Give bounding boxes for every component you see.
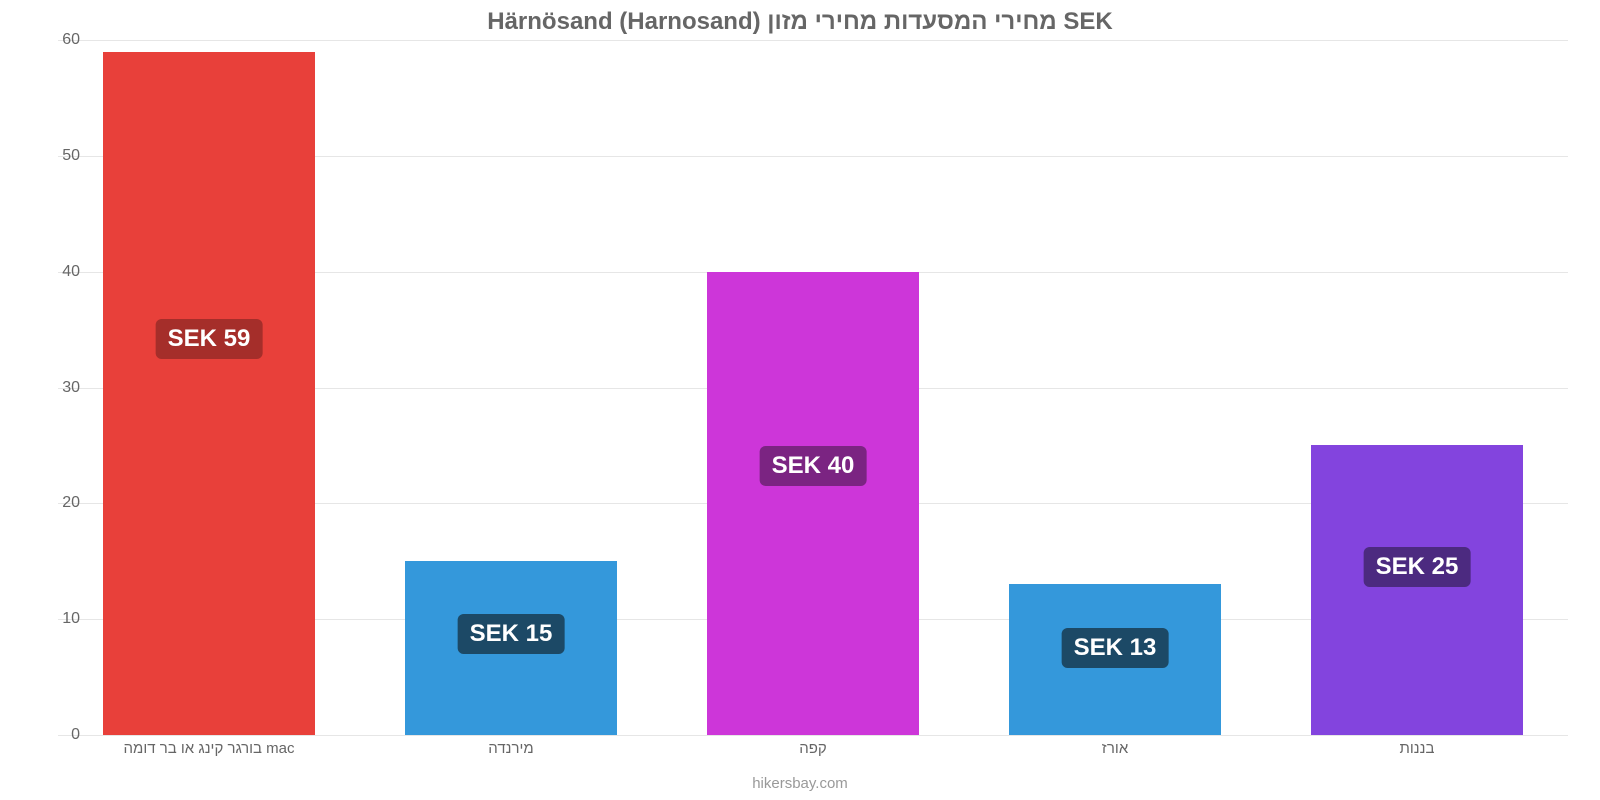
chart-container: Härnösand (Harnosand) מחירי המסעדות מחיר… — [0, 0, 1600, 800]
bar-value-label: SEK 40 — [760, 446, 867, 486]
x-axis-tick: אורז — [1102, 740, 1128, 757]
x-axis-tick: בורגר קינג או בר דומה mac — [124, 740, 295, 757]
y-axis-tick: 0 — [40, 726, 80, 744]
bar-value-label: SEK 25 — [1364, 547, 1471, 587]
y-axis-tick: 40 — [40, 263, 80, 281]
bar-value-label: SEK 13 — [1062, 628, 1169, 668]
y-axis-tick: 50 — [40, 147, 80, 165]
y-axis-tick: 30 — [40, 379, 80, 397]
attribution-text: hikersbay.com — [0, 775, 1600, 792]
x-axis-tick: קפה — [799, 740, 827, 757]
bar-value-label: SEK 59 — [156, 319, 263, 359]
plot-area: SEK 59 SEK 15 SEK 40 SEK 13 SEK 25 — [58, 40, 1568, 735]
y-axis-tick: 60 — [40, 31, 80, 49]
chart-title: Härnösand (Harnosand) מחירי המסעדות מחיר… — [0, 8, 1600, 36]
bar — [1311, 445, 1522, 735]
x-axis-tick: בננות — [1400, 740, 1435, 757]
y-axis-tick: 20 — [40, 494, 80, 512]
bar — [103, 52, 314, 735]
x-axis-tick: מירנדה — [488, 740, 533, 757]
gridline — [58, 735, 1568, 736]
bar-value-label: SEK 15 — [458, 614, 565, 654]
gridline — [58, 40, 1568, 41]
y-axis-tick: 10 — [40, 610, 80, 628]
bar — [707, 272, 918, 735]
